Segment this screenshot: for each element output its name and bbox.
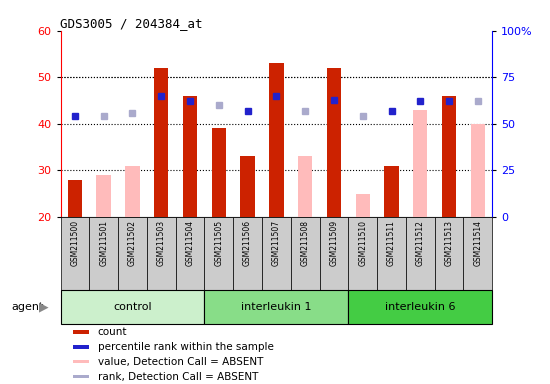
- Bar: [74, 375, 89, 378]
- Bar: [96, 175, 111, 217]
- Bar: [327, 68, 341, 217]
- Text: GSM211504: GSM211504: [185, 220, 195, 266]
- Text: agent: agent: [11, 302, 43, 312]
- Text: GSM211514: GSM211514: [474, 220, 482, 266]
- Text: interleukin 6: interleukin 6: [385, 302, 455, 312]
- Bar: [348, 217, 377, 290]
- Bar: [442, 96, 456, 217]
- Bar: [377, 217, 406, 290]
- Bar: [60, 217, 89, 290]
- Bar: [464, 217, 492, 290]
- Bar: [262, 217, 291, 290]
- Text: count: count: [98, 327, 127, 337]
- Text: control: control: [113, 302, 152, 312]
- Bar: [212, 129, 226, 217]
- Text: GDS3005 / 204384_at: GDS3005 / 204384_at: [60, 17, 203, 30]
- Bar: [320, 217, 348, 290]
- Bar: [154, 68, 168, 217]
- Bar: [74, 345, 89, 349]
- Bar: [348, 290, 492, 324]
- Text: GSM211510: GSM211510: [358, 220, 367, 266]
- Text: GSM211500: GSM211500: [70, 220, 79, 266]
- Bar: [125, 166, 140, 217]
- Text: GSM211512: GSM211512: [416, 220, 425, 266]
- Bar: [89, 217, 118, 290]
- Bar: [384, 166, 399, 217]
- Bar: [205, 217, 233, 290]
- Text: rank, Detection Call = ABSENT: rank, Detection Call = ABSENT: [98, 372, 258, 382]
- Text: GSM211502: GSM211502: [128, 220, 137, 266]
- Text: GSM211513: GSM211513: [444, 220, 454, 266]
- Text: GSM211511: GSM211511: [387, 220, 396, 266]
- Text: GSM211506: GSM211506: [243, 220, 252, 266]
- Bar: [355, 194, 370, 217]
- Bar: [147, 217, 175, 290]
- Bar: [175, 217, 205, 290]
- Bar: [60, 290, 205, 324]
- Bar: [74, 360, 89, 364]
- Bar: [233, 217, 262, 290]
- Text: value, Detection Call = ABSENT: value, Detection Call = ABSENT: [98, 357, 263, 367]
- Bar: [183, 96, 197, 217]
- Bar: [118, 217, 147, 290]
- Text: GSM211508: GSM211508: [301, 220, 310, 266]
- Bar: [413, 110, 427, 217]
- Text: GSM211501: GSM211501: [99, 220, 108, 266]
- Bar: [434, 217, 464, 290]
- Bar: [471, 124, 485, 217]
- Bar: [269, 63, 284, 217]
- Text: ▶: ▶: [39, 301, 48, 314]
- Bar: [74, 330, 89, 334]
- Bar: [291, 217, 320, 290]
- Text: GSM211503: GSM211503: [157, 220, 166, 266]
- Bar: [471, 124, 485, 217]
- Bar: [205, 290, 348, 324]
- Bar: [406, 217, 434, 290]
- Bar: [240, 156, 255, 217]
- Text: percentile rank within the sample: percentile rank within the sample: [98, 342, 273, 352]
- Bar: [298, 156, 312, 217]
- Text: GSM211505: GSM211505: [214, 220, 223, 266]
- Text: GSM211507: GSM211507: [272, 220, 281, 266]
- Text: GSM211509: GSM211509: [329, 220, 338, 266]
- Text: interleukin 1: interleukin 1: [241, 302, 312, 312]
- Bar: [68, 180, 82, 217]
